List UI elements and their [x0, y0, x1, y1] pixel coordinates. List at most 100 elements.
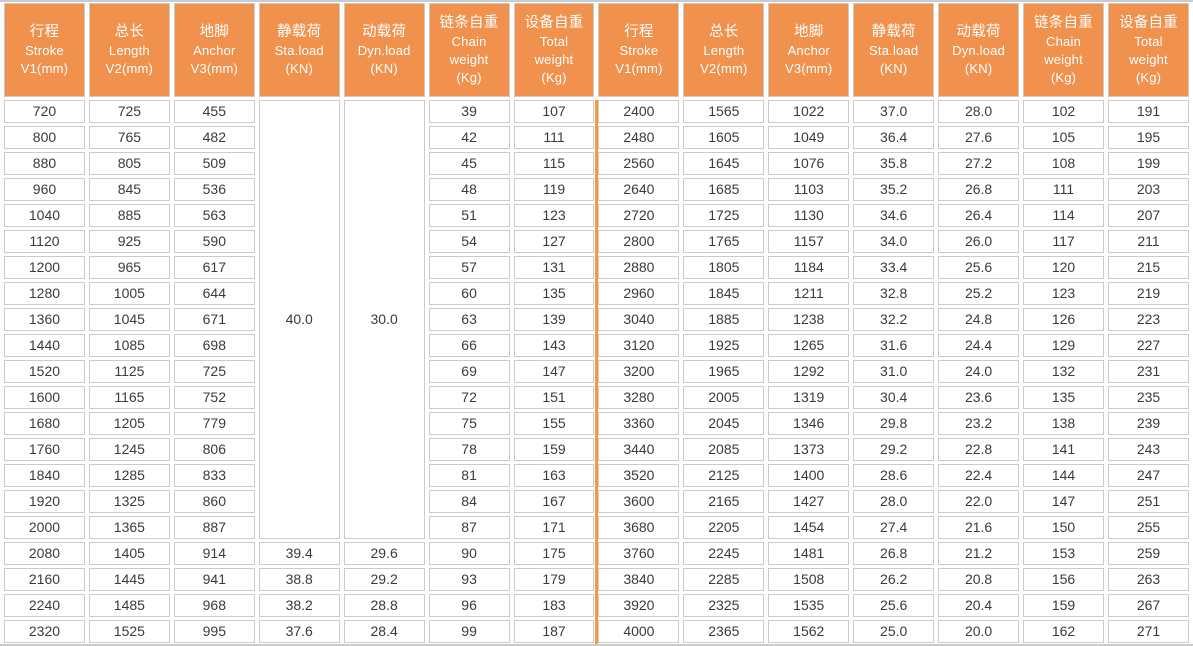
table-row: 1040 885 563 51 123 2720 1725 1130 34.6 26.4 114 20… [4, 204, 1189, 227]
header-line: 静载荷 [871, 23, 916, 40]
header-line: V1(mm) [20, 60, 69, 76]
cell-right-total-weight: 191 [1107, 100, 1189, 123]
cell-left-chain-weight: 54 [428, 230, 510, 253]
header-line: 行程 [624, 23, 654, 40]
cell-right-stroke: 3680 [598, 516, 680, 539]
cell-right-length: 1965 [683, 360, 765, 383]
cell-right-total-weight: 271 [1107, 620, 1189, 643]
header-line: Length [703, 43, 745, 59]
cell-right-sta-load: 27.4 [853, 516, 935, 539]
header-line: 设备自重 [524, 14, 584, 31]
cell-right-chain-weight: 111 [1023, 178, 1104, 201]
header-line: Anchor [787, 43, 830, 59]
cell-left-anchor: 536 [173, 178, 255, 201]
cell-right-length: 2285 [683, 568, 765, 591]
cell-right-total-weight: 227 [1107, 334, 1189, 357]
cell-right-chain-weight: 156 [1023, 568, 1104, 591]
cell-right-dyn-load: 26.0 [938, 230, 1020, 253]
cell-right-stroke: 3360 [598, 412, 680, 435]
cell-left-total-weight: 107 [513, 100, 595, 123]
cell-left-stroke: 1760 [4, 438, 85, 461]
cell-left-anchor: 914 [173, 542, 255, 565]
cell-right-stroke: 2640 [598, 178, 680, 201]
cell-right-sta-load: 32.2 [853, 308, 935, 331]
table-row: 2320 1525 995 37.6 28.4 99 187 4000 2365 1562 25.0… [4, 620, 1189, 643]
cell-right-sta-load: 35.2 [853, 178, 935, 201]
header-line: (Kg) [541, 69, 567, 85]
cell-left-anchor: 752 [173, 386, 255, 409]
header-left-sta-load: 静载荷 Sta.load (KN) [258, 3, 340, 97]
cell-left-total-weight: 163 [513, 464, 595, 487]
cell-left-length: 1245 [88, 438, 170, 461]
cell-right-stroke: 4000 [598, 620, 680, 643]
cell-right-length: 2045 [683, 412, 765, 435]
cell-right-chain-weight: 132 [1023, 360, 1104, 383]
cell-right-sta-load: 36.4 [853, 126, 935, 149]
cell-left-length: 1445 [88, 568, 170, 591]
cell-left-length: 1045 [88, 308, 170, 331]
cell-right-total-weight: 239 [1107, 412, 1189, 435]
cell-right-chain-weight: 126 [1023, 308, 1104, 331]
cell-left-chain-weight: 69 [428, 360, 510, 383]
header-line: (KN) [964, 60, 993, 76]
table-row: 2080 1405 914 39.4 29.6 90 175 3760 2245 1481 26.8… [4, 542, 1189, 565]
cell-right-length: 2005 [683, 386, 765, 409]
table-row: 1280 1005 644 60 135 2960 1845 1211 32.8 25.2 123 2… [4, 282, 1189, 305]
cell-right-sta-load: 25.0 [853, 620, 935, 643]
cell-left-length: 1325 [88, 490, 170, 513]
cell-right-sta-load: 35.8 [853, 152, 935, 175]
cell-left-sta-load: 38.2 [258, 594, 340, 617]
header-line: (Kg) [1050, 69, 1077, 85]
cell-right-dyn-load: 26.8 [938, 178, 1020, 201]
cell-right-total-weight: 267 [1107, 594, 1189, 617]
cell-left-chain-weight: 39 [428, 100, 510, 123]
header-line: Sta.load [869, 43, 919, 59]
cell-left-total-weight: 167 [513, 490, 595, 513]
header-line: Sta.load [274, 43, 324, 59]
cell-right-length: 1605 [683, 126, 765, 149]
cell-right-sta-load: 34.0 [853, 230, 935, 253]
header-line: Anchor [193, 43, 236, 59]
table-bottom-border [0, 644, 1193, 646]
cell-right-length: 1845 [683, 282, 765, 305]
cell-right-total-weight: 219 [1107, 282, 1189, 305]
cell-left-anchor: 455 [173, 100, 255, 123]
cell-right-dyn-load: 23.2 [938, 412, 1020, 435]
cell-left-length: 1125 [88, 360, 170, 383]
header-line: (KN) [370, 60, 398, 76]
cell-left-chain-weight: 96 [428, 594, 510, 617]
cell-right-total-weight: 259 [1107, 542, 1189, 565]
cell-right-length: 1685 [683, 178, 765, 201]
cell-right-chain-weight: 150 [1023, 516, 1104, 539]
cell-right-stroke: 3920 [598, 594, 680, 617]
center-divider-line [595, 100, 598, 646]
header-left-chain-weight: 链条自重 Chain weight (Kg) [428, 3, 510, 97]
header-right-sta-load: 静载荷 Sta.load (KN) [853, 3, 935, 97]
cell-right-total-weight: 207 [1107, 204, 1189, 227]
table-row: 1520 1125 725 69 147 3200 1965 1292 31.0 24.0 132 2… [4, 360, 1189, 383]
cell-right-anchor: 1022 [768, 100, 850, 123]
cell-right-stroke: 2880 [598, 256, 680, 279]
cell-right-dyn-load: 20.0 [938, 620, 1020, 643]
cell-right-sta-load: 31.6 [853, 334, 935, 357]
cell-right-length: 1565 [683, 100, 765, 123]
cell-right-chain-weight: 153 [1023, 542, 1104, 565]
cell-left-chain-weight: 51 [428, 204, 510, 227]
header-line: 行程 [29, 23, 60, 40]
cell-left-total-weight: 151 [513, 386, 595, 409]
cell-right-total-weight: 247 [1107, 464, 1189, 487]
cell-left-stroke: 1680 [4, 412, 85, 435]
cell-left-chain-weight: 45 [428, 152, 510, 175]
cell-right-stroke: 2720 [598, 204, 680, 227]
cell-left-anchor: 995 [173, 620, 255, 643]
cell-left-stroke: 2240 [4, 594, 85, 617]
cell-right-dyn-load: 24.8 [938, 308, 1020, 331]
header-line: 链条自重 [1034, 14, 1093, 31]
cell-left-chain-weight: 48 [428, 178, 510, 201]
cell-right-dyn-load: 22.4 [938, 464, 1020, 487]
cell-right-stroke: 2560 [598, 152, 680, 175]
cell-left-anchor: 671 [173, 308, 255, 331]
cell-left-chain-weight: 60 [428, 282, 510, 305]
cell-right-chain-weight: 144 [1023, 464, 1104, 487]
cell-left-stroke: 2000 [4, 516, 85, 539]
